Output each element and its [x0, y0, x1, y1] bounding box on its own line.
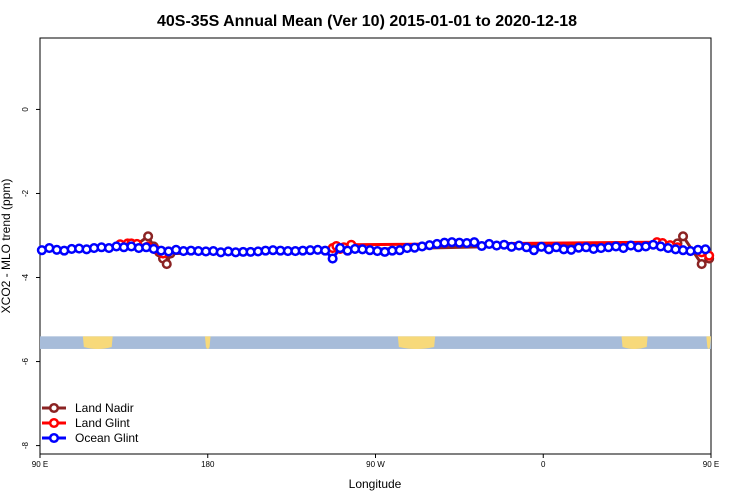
- y-axis: 0 -2 -4 -6 -8: [21, 107, 40, 449]
- x-tick-label: 90 W: [366, 460, 385, 469]
- data-point: [320, 245, 331, 256]
- x-axis: 90 E 180 90 W 0 90 E: [32, 454, 719, 469]
- series-layer: [36, 231, 715, 270]
- y-tick-label: 0: [21, 107, 30, 112]
- x-tick-label: 90 E: [703, 460, 719, 469]
- legend-label: Ocean Glint: [75, 431, 139, 445]
- legend-marker: [48, 402, 60, 414]
- y-tick-label: -8: [21, 441, 30, 449]
- data-point: [469, 237, 480, 248]
- x-axis-label: Longitude: [349, 477, 402, 491]
- series-2: [36, 237, 711, 264]
- map-strip: [40, 336, 711, 349]
- land-australia: [621, 336, 648, 349]
- x-tick-label: 180: [201, 460, 215, 469]
- legend-marker: [48, 417, 60, 429]
- data-point: [327, 253, 338, 264]
- land-new-zealand: [204, 336, 211, 349]
- y-axis-label: XCO2 - MLO trend (ppm): [0, 179, 13, 314]
- data-point: [161, 259, 172, 270]
- y-tick-label: -6: [21, 357, 30, 365]
- data-point: [700, 244, 711, 255]
- data-point: [677, 231, 689, 242]
- y-tick-label: -4: [21, 273, 30, 281]
- land-south-america: [397, 336, 436, 349]
- data-point: [143, 231, 154, 242]
- x-tick-label: 90 E: [32, 460, 48, 469]
- legend-label: Land Glint: [75, 416, 130, 430]
- legend-marker: [48, 432, 60, 444]
- map-ocean: [40, 336, 711, 349]
- land-australia: [82, 336, 113, 349]
- land-new-zealand: [706, 336, 711, 349]
- x-tick-label: 0: [541, 460, 546, 469]
- chart-title: 40S-35S Annual Mean (Ver 10) 2015-01-01 …: [157, 13, 577, 30]
- y-tick-label: -2: [21, 189, 30, 197]
- legend-label: Land Nadir: [75, 401, 134, 415]
- data-point: [696, 259, 707, 270]
